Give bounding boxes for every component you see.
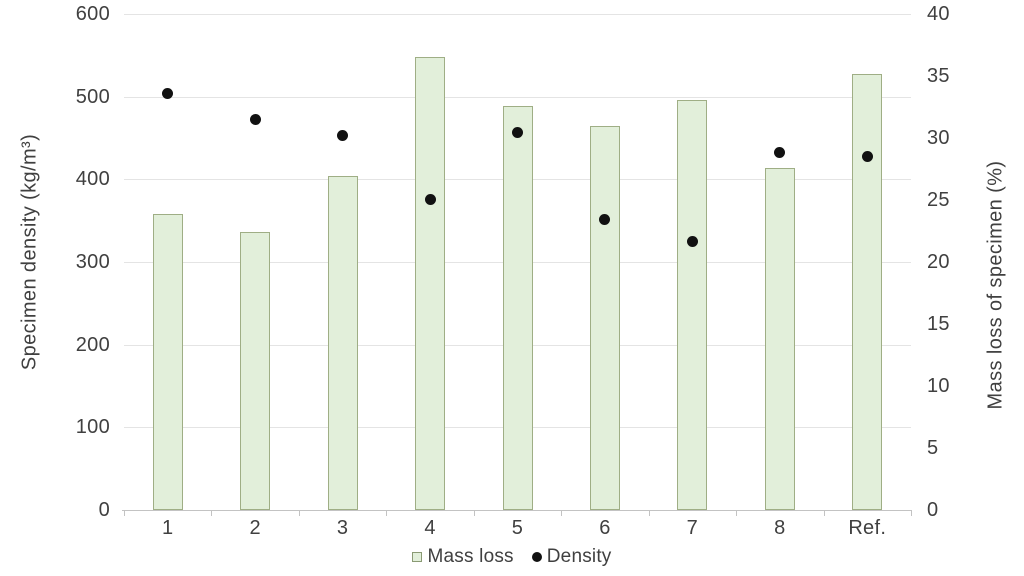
right-axis-tick-label: 35: [927, 65, 950, 87]
plot-area: [124, 14, 911, 510]
axis-tick: [124, 510, 125, 516]
axis-tick: [386, 510, 388, 516]
right-axis-tick-label: 10: [927, 375, 950, 397]
right-axis-tick-label: 0: [927, 499, 939, 521]
right-axis-tick-label: 30: [927, 127, 950, 149]
mass-loss-bar: [327, 176, 358, 510]
legend-item-density: Density: [531, 546, 612, 568]
x-axis-category-label: 1: [162, 517, 174, 539]
mass-loss-bar: [240, 232, 271, 510]
x-axis-category-label: 5: [511, 517, 524, 539]
x-axis-category-label: 2: [249, 517, 261, 539]
density-dot: [162, 87, 174, 99]
legend-marker-density: [531, 552, 542, 562]
right-axis-tick-label: 25: [927, 189, 950, 211]
mass-loss-bar: [764, 167, 795, 510]
axis-tick: [648, 510, 650, 516]
left-axis-tick-label: 0: [98, 499, 110, 521]
axis-tick: [911, 510, 912, 516]
mass-loss-bar: [677, 99, 708, 510]
mass-loss-bar: [502, 105, 533, 510]
density-dot: [774, 146, 786, 158]
gridline: [124, 96, 911, 98]
mass-loss-bar: [589, 125, 620, 510]
left-axis-tick-label: 100: [75, 416, 110, 439]
axis-tick: [298, 510, 300, 516]
density-dot: [337, 130, 349, 141]
axis-tick: [823, 510, 825, 516]
right-axis-tick-label: 40: [927, 3, 950, 25]
x-axis-line: [122, 510, 912, 511]
left-axis-tick-label: 300: [75, 251, 110, 273]
gridline: [124, 14, 911, 15]
right-axis-tick-label: 20: [927, 251, 950, 273]
right-axis-title-text: Mass loss of specimen (%): [984, 160, 1007, 410]
axis-tick: [473, 510, 475, 516]
density-dot: [512, 126, 523, 138]
right-axis-tick-label: 5: [927, 437, 939, 459]
left-axis-tick-label: 500: [75, 85, 110, 108]
left-axis-tick-label: 400: [75, 168, 110, 191]
legend-label-density: Density: [546, 546, 612, 567]
density-dot: [249, 113, 261, 125]
legend-swatch-mass-loss: [412, 552, 423, 562]
left-axis-tick-label: 200: [75, 333, 110, 356]
axis-tick: [561, 510, 563, 516]
x-axis-category-label: 8: [774, 517, 786, 539]
legend-label-mass-loss: Mass loss: [427, 546, 514, 567]
density-dot: [424, 193, 436, 205]
mass-loss-bar: [152, 213, 183, 510]
mass-loss-bar: [415, 57, 446, 510]
x-axis-category-label: 7: [686, 517, 699, 539]
legend: Mass loss Density: [0, 546, 1024, 568]
density-dot: [599, 213, 611, 225]
x-axis-category-label: 3: [336, 517, 349, 539]
density-dot: [861, 150, 873, 162]
right-axis-tick-label: 15: [927, 313, 950, 335]
left-axis-tick-label: 600: [75, 3, 110, 25]
axis-tick: [736, 510, 738, 516]
x-axis-category-label: 6: [599, 517, 611, 539]
mass-loss-bar: [852, 73, 883, 510]
density-dot: [686, 235, 698, 247]
x-axis-category-label: 4: [424, 517, 436, 539]
legend-item-mass-loss: Mass loss: [412, 546, 514, 568]
x-axis-category-label: Ref.: [848, 517, 887, 539]
axis-tick: [211, 510, 213, 516]
